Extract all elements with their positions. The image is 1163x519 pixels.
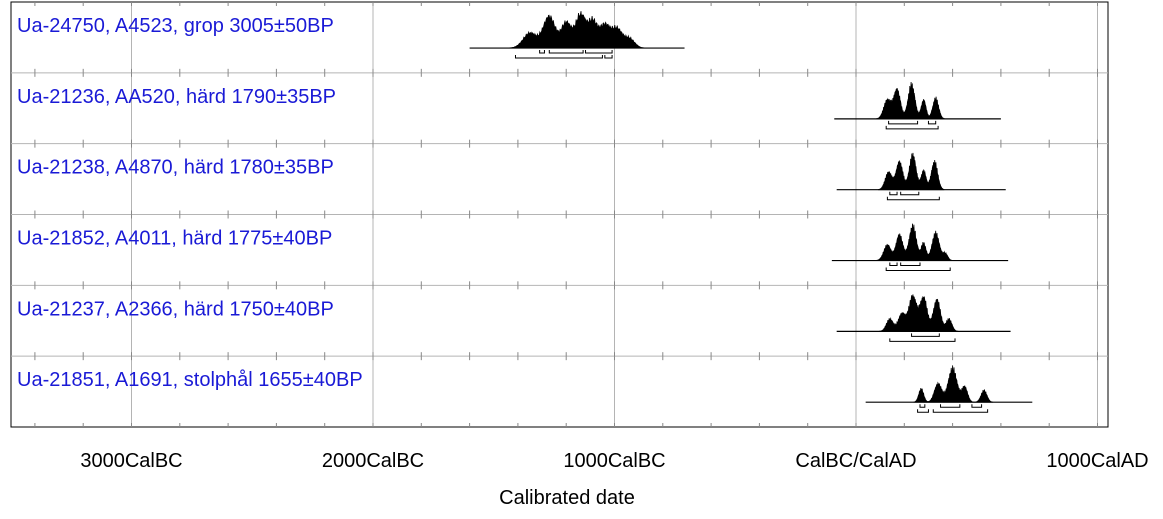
x-tick-label: CalBC/CalAD (795, 450, 916, 472)
range-95-bracket (889, 338, 956, 342)
series-label: Ua-21237, A2366, härd 1750±40BP (17, 298, 334, 320)
series-row (469, 11, 685, 59)
range-95-bracket (917, 409, 929, 413)
x-axis-title: Calibrated date (499, 487, 635, 509)
range-68-bracket (927, 120, 937, 125)
range-95-bracket (932, 409, 989, 413)
range-68-bracket (889, 191, 898, 196)
probability-distribution (879, 294, 959, 332)
series-row (836, 152, 1006, 201)
range-68-bracket (585, 50, 613, 54)
series-row (836, 294, 1011, 342)
range-68-bracket (971, 404, 983, 408)
probability-distribution (509, 11, 646, 49)
range-95-bracket (886, 196, 940, 201)
range-68-bracket (940, 404, 961, 408)
series-label: Ua-21238, A4870, härd 1780±35BP (17, 157, 334, 179)
series-label: Ua-21851, A1691, stolphål 1655±40BP (17, 369, 363, 391)
range-95-bracket (514, 55, 603, 59)
series-row (831, 223, 1009, 272)
x-tick-label: 2000CalBC (322, 450, 424, 472)
series-row (865, 365, 1033, 413)
series-label: Ua-21236, AA520, härd 1790±35BP (17, 86, 336, 108)
range-68-bracket (539, 50, 545, 54)
range-95-bracket (885, 125, 939, 130)
probability-distribution (878, 152, 945, 191)
range-95-bracket (885, 267, 951, 272)
range-68-bracket (900, 262, 921, 267)
range-95-bracket (604, 55, 613, 59)
series-label: Ua-24750, A4523, grop 3005±50BP (17, 15, 334, 37)
range-68-bracket (900, 191, 920, 196)
series-label: Ua-21852, A4011, härd 1775±40BP (17, 228, 332, 250)
probability-distribution (876, 223, 953, 261)
x-tick-label: 1000CalAD (1046, 450, 1148, 472)
label-layer: 3000CalBC 2000CalBC 1000CalBC CalBC/CalAD 10… (17, 15, 1149, 472)
range-68-bracket (919, 404, 926, 408)
probability-distribution (913, 365, 994, 403)
probability-distribution (876, 81, 945, 120)
range-68-bracket (911, 333, 940, 337)
grid-layer (10, 1, 1109, 428)
x-tick-label: 3000CalBC (80, 450, 182, 472)
x-tick-label: 1000CalBC (563, 450, 665, 472)
series-row (834, 81, 1001, 130)
series-layer (469, 11, 1033, 413)
tick-layer (34, 2, 1098, 427)
range-68-bracket (548, 50, 584, 54)
range-68-bracket (888, 120, 919, 125)
range-68-bracket (889, 262, 898, 267)
